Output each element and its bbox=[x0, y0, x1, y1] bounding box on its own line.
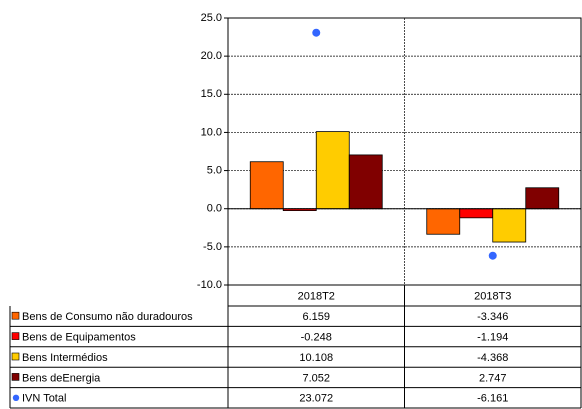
legend-label: Bens deEnergia bbox=[22, 372, 101, 384]
legend-label: Bens Intermédios bbox=[22, 352, 108, 364]
bar bbox=[249, 161, 284, 210]
category-label: 2018T2 bbox=[298, 290, 335, 302]
y-tick-label: 20.0 bbox=[201, 50, 222, 62]
legend-label: Bens de Consumo não duradouros bbox=[22, 311, 193, 323]
table-value: 10.108 bbox=[299, 352, 333, 364]
bar bbox=[426, 208, 461, 235]
legend-marker bbox=[11, 373, 20, 381]
y-tick-label: 15.0 bbox=[201, 88, 222, 100]
bar bbox=[315, 131, 350, 210]
y-tick-label: -5.0 bbox=[203, 241, 222, 253]
table-value: -3.346 bbox=[477, 311, 508, 323]
table-value: 2.747 bbox=[479, 372, 507, 384]
y-tick-label: -10.0 bbox=[197, 279, 222, 291]
bar bbox=[492, 208, 527, 243]
legend-label: IVN Total bbox=[22, 393, 66, 405]
legend-marker bbox=[11, 352, 20, 361]
table-value: -6.161 bbox=[477, 393, 508, 405]
table-value: -4.368 bbox=[477, 352, 508, 364]
table-value: 23.072 bbox=[299, 393, 333, 405]
legend-label: Bens de Equipamentos bbox=[22, 332, 136, 344]
y-tick-label: 5.0 bbox=[207, 164, 222, 176]
bar bbox=[459, 208, 494, 219]
table-value: -1.194 bbox=[477, 332, 508, 344]
legend-marker bbox=[11, 332, 20, 340]
y-tick-label: 0.0 bbox=[207, 203, 222, 215]
y-tick-label: 25.0 bbox=[201, 12, 222, 24]
bar bbox=[525, 187, 560, 210]
table-value: 7.052 bbox=[302, 372, 330, 384]
category-label: 2018T3 bbox=[474, 290, 511, 302]
bar bbox=[348, 154, 383, 210]
legend-marker bbox=[11, 311, 20, 320]
point bbox=[488, 251, 497, 260]
point bbox=[312, 28, 321, 37]
y-tick-label: 10.0 bbox=[201, 126, 222, 138]
table-value: -0.248 bbox=[301, 332, 332, 344]
table-value: 6.159 bbox=[302, 311, 330, 323]
legend-marker bbox=[12, 394, 20, 401]
